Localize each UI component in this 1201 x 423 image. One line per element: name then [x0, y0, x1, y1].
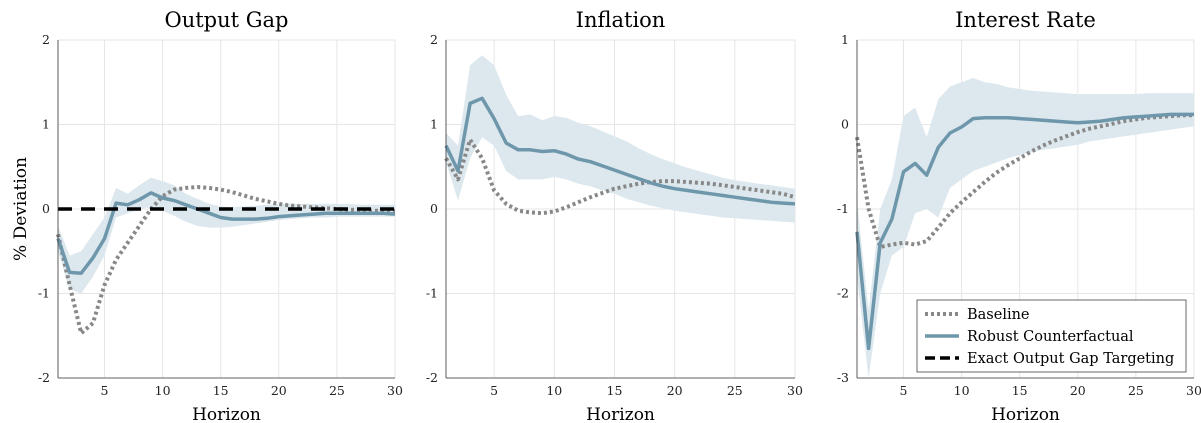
y-tick-label: 1: [841, 32, 849, 47]
y-tick-label: 1: [430, 117, 438, 132]
y-tick-label: -1: [38, 286, 50, 301]
x-axis-label: Horizon: [586, 405, 655, 423]
y-tick-label: 2: [430, 32, 438, 47]
x-tick-label: 5: [490, 383, 498, 398]
x-tick-label: 10: [546, 383, 562, 398]
x-tick-label: 15: [607, 383, 623, 398]
panel-output-gap: 5 10 15 20 25 30 -2 -1 0 1 2 Output Gap Horizon % Dev…: [11, 8, 403, 423]
x-tick-label: 30: [387, 383, 403, 398]
y-tick-label: -1: [837, 201, 849, 216]
x-tick-label: 25: [1128, 383, 1144, 398]
series-line-baseline: [855, 113, 1194, 249]
x-tick-label: 5: [101, 383, 109, 398]
legend-box: [916, 299, 1187, 373]
legend-label: Exact Output Gap Targeting: [967, 351, 1174, 367]
series-line-baseline: [56, 185, 395, 336]
legend-label: Baseline: [967, 307, 1030, 323]
x-tick-label: 30: [1186, 383, 1201, 398]
y-tick-label: -2: [38, 370, 50, 385]
x-tick-label: 30: [787, 383, 803, 398]
chart-title: Output Gap: [164, 8, 288, 32]
confidence-band: [857, 78, 1194, 378]
x-tick-label: 15: [1012, 383, 1028, 398]
x-tick-label: 25: [727, 383, 743, 398]
legend-label: Robust Counterfactual: [967, 329, 1134, 345]
y-tick-label: 0: [841, 117, 849, 132]
y-tick-label: -3: [837, 370, 849, 385]
confidence-band: [58, 177, 395, 294]
x-tick-label: 15: [213, 383, 229, 398]
y-tick-label: -2: [837, 286, 849, 301]
x-tick-label: 25: [329, 383, 345, 398]
series-line-robust-counterfactual: [855, 112, 1194, 351]
y-tick-label: -2: [426, 370, 438, 385]
panel-inflation: 5 10 15 20 25 30 -2 -1 0 1 2 Inflation Horizon: [426, 8, 803, 423]
series-line-baseline: [444, 137, 796, 216]
x-tick-label: 5: [900, 383, 908, 398]
x-tick-label: 10: [155, 383, 171, 398]
x-tick-label: 20: [1070, 383, 1086, 398]
y-tick-label: 2: [42, 32, 50, 47]
legend: Baseline Robust Counterfactual Exact Outpu…: [916, 299, 1187, 373]
y-tick-label: 1: [42, 117, 50, 132]
x-tick-label: 20: [271, 383, 287, 398]
y-axis-label: % Deviation: [11, 157, 31, 261]
chart-title: Inflation: [576, 8, 666, 32]
panel-interest-rate: 5 10 15 20 25 30 -3 -2 -1 0 1 Interest Rate Horizon: [837, 8, 1201, 423]
x-tick-label: 10: [954, 383, 970, 398]
y-tick-label: 0: [430, 201, 438, 216]
y-tick-label: -1: [426, 286, 438, 301]
y-tick-label: 0: [42, 201, 50, 216]
x-axis-label: Horizon: [192, 405, 261, 423]
confidence-band: [446, 55, 795, 223]
x-axis-label: Horizon: [991, 405, 1060, 423]
x-tick-label: 20: [667, 383, 683, 398]
series-line-robust-counterfactual: [444, 96, 796, 206]
chart-title: Interest Rate: [955, 8, 1096, 32]
